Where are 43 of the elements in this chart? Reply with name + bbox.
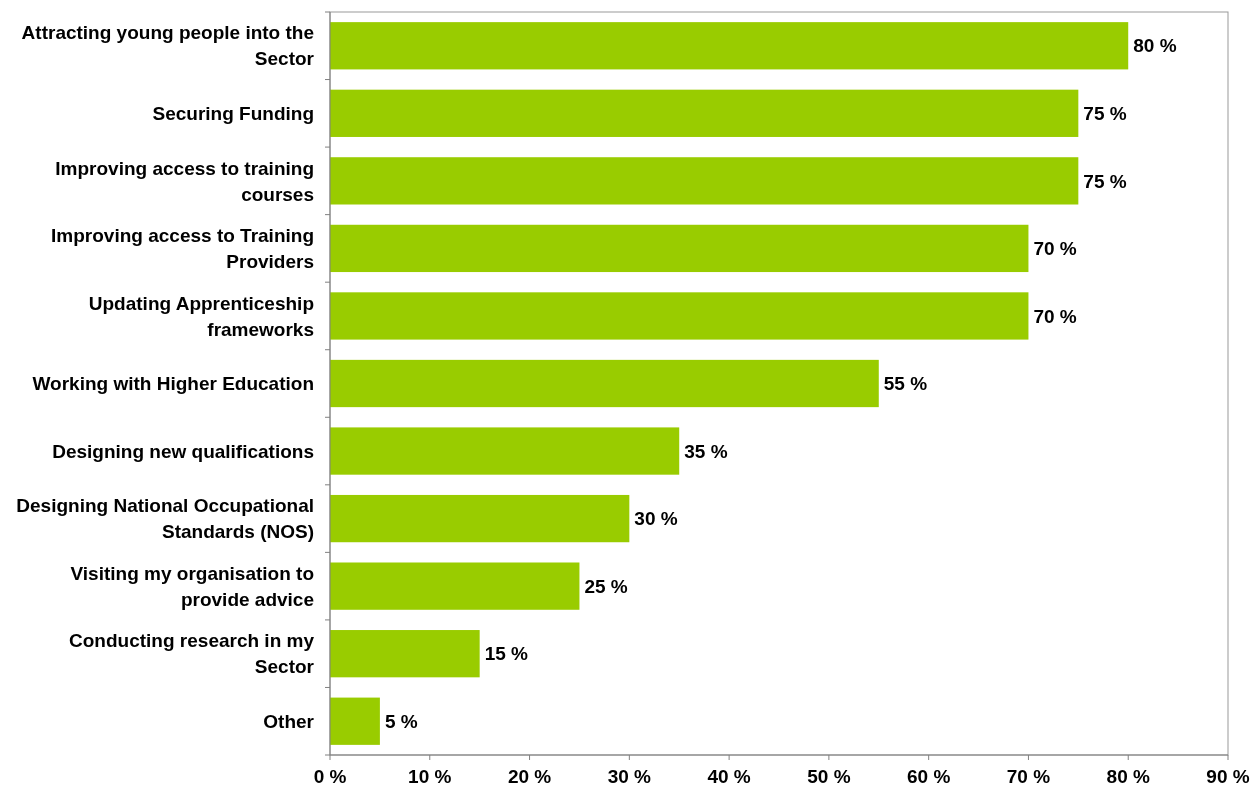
bar (330, 224, 1029, 273)
bar (330, 697, 380, 745)
bar (330, 157, 1079, 205)
data-label: 25 % (584, 575, 628, 597)
x-tick-label: 10 % (408, 766, 452, 787)
x-tick-label: 0 % (313, 766, 347, 787)
x-tick-label: 40 % (707, 766, 751, 787)
x-tick-label: 90 % (1206, 766, 1250, 787)
x-tick-label: 80 % (1106, 766, 1150, 787)
y-tick-label: Improving access to training courses (55, 157, 314, 205)
x-tick-label: 70 % (1006, 766, 1051, 787)
y-tick-label: Designing new qualifications (52, 440, 314, 462)
data-label: 15 % (484, 643, 529, 665)
y-tick-label: Conducting research in my Sector (69, 630, 315, 678)
bar (330, 22, 1129, 70)
data-label: 55 % (883, 373, 928, 395)
x-tick-label: 20 % (507, 766, 552, 787)
x-tick-label: 30 % (607, 766, 652, 787)
bar (330, 494, 630, 543)
x-tick-label: 60 % (907, 766, 951, 787)
y-tick-label: Updating Apprenticeship frameworks (88, 292, 314, 340)
bar (330, 292, 1029, 340)
data-label: 5 % (384, 710, 418, 732)
y-tick-label: Securing Funding (152, 102, 314, 124)
data-label: 80 % (1133, 35, 1177, 57)
bar (330, 359, 879, 408)
bar (330, 630, 480, 678)
bar (330, 562, 580, 610)
y-tick-label: Other (263, 710, 315, 732)
data-label: 70 % (1033, 238, 1077, 260)
y-tick-label: Improving access to Training Providers (51, 225, 314, 273)
data-label: 30 % (634, 508, 678, 530)
y-tick-label: Designing National Occupational Standards (NOS) (16, 495, 314, 543)
y-tick-label: Visiting my organisation to provide advice (70, 562, 314, 610)
data-label: 35 % (684, 440, 728, 462)
y-tick-label: Attracting young people into the Sector (21, 22, 315, 70)
y-tick-label: Working with Higher Education (32, 373, 314, 395)
data-label: 75 % (1083, 170, 1127, 192)
bar (330, 427, 680, 475)
data-label: 75 % (1083, 102, 1127, 124)
x-tick-label: 50 % (807, 766, 851, 787)
bar (330, 89, 1079, 137)
data-label: 70 % (1033, 305, 1077, 327)
